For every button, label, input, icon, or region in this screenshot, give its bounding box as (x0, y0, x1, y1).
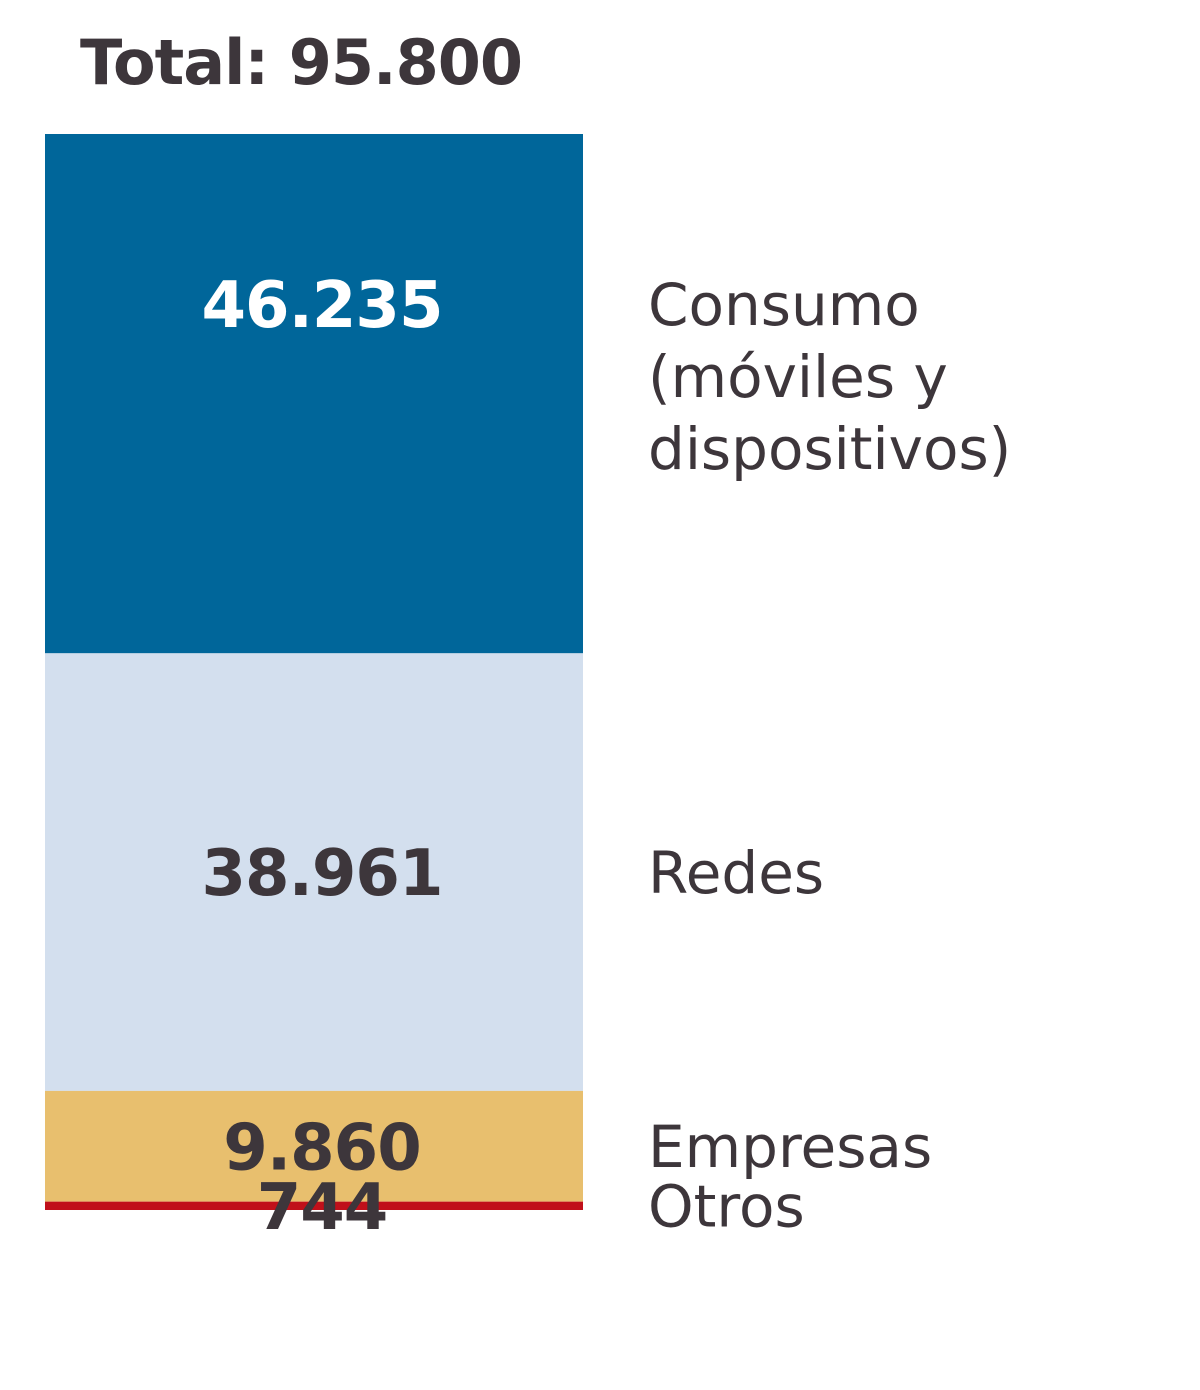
chart-title: Total: 95.800 (80, 26, 523, 99)
category-label-consumo-line-3: dispositivos) (648, 415, 1011, 483)
category-label-consumo-line-1: Consumo (648, 271, 920, 339)
category-label-redes: Redes (648, 839, 824, 907)
bar-segment-otros (45, 1201, 583, 1210)
bar-segment-redes (45, 653, 583, 1091)
value-label-redes: 38.961 (202, 837, 443, 911)
category-label-otros: Otros (648, 1173, 805, 1241)
value-label-otros: 744 (257, 1171, 388, 1245)
bar-segment-empresas (45, 1090, 583, 1202)
bar-segment-consumo (45, 134, 583, 654)
category-label-empresas: Empresas (648, 1113, 932, 1181)
category-label-consumo-line-2: (móviles y (648, 343, 948, 411)
value-label-consumo: 46.235 (202, 269, 443, 343)
value-label-empresas: 9.860 (223, 1111, 420, 1185)
